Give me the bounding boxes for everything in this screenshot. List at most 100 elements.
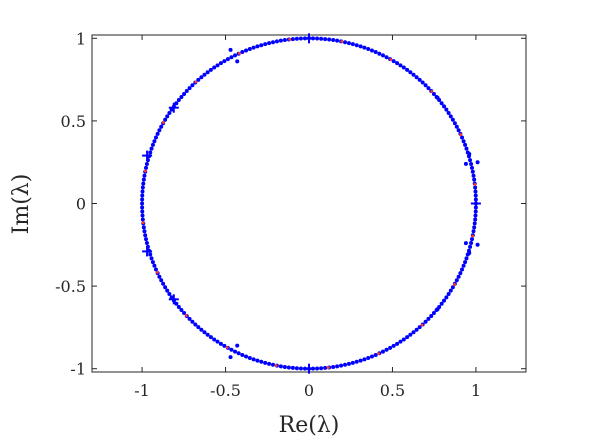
eigenvalue-point — [270, 362, 275, 367]
eigenvalue-point — [350, 360, 355, 365]
eigenvalue-point — [470, 169, 475, 174]
eigenvalue-point — [298, 366, 303, 371]
eigenvalue-point — [143, 233, 148, 238]
eigenvalue-point — [420, 80, 425, 85]
x-tick-label: -1 — [134, 381, 150, 400]
eigenvalue-point — [140, 189, 145, 194]
eigenvalue-point — [473, 189, 478, 194]
plus-marker — [304, 33, 314, 44]
eigenvalue-point — [140, 185, 145, 190]
eigenvalue-point — [463, 241, 468, 246]
eigenvalue-point — [458, 271, 463, 276]
eigenvalue-point — [148, 150, 153, 155]
eigenvalue-point — [150, 142, 155, 147]
eigenvalue-point — [358, 358, 363, 363]
red-eigenvalue-point — [194, 80, 198, 84]
eigenvalue-point — [270, 40, 275, 45]
eigenvalue-point — [155, 131, 160, 136]
eigenvalue-point — [153, 135, 158, 140]
red-eigenvalue-point — [340, 40, 344, 43]
eigenvalue-point — [398, 339, 403, 344]
eigenvalue-point — [431, 91, 436, 96]
eigenvalue-point — [251, 357, 256, 362]
eigenvalue-point — [414, 75, 419, 80]
eigenvalue-point — [184, 88, 189, 93]
eigenvalue-point — [182, 311, 187, 316]
eigenvalue-point — [401, 65, 406, 70]
eigenvalue-point — [229, 347, 234, 352]
eigenvalue-point — [444, 107, 449, 112]
eigenvalue-point — [468, 158, 473, 163]
eigenvalue-point — [141, 177, 146, 182]
eigenvalue-point — [142, 173, 147, 178]
red-eigenvalue-point — [274, 364, 278, 367]
eigenvalue-point — [140, 197, 145, 202]
eigenvalue-point — [187, 316, 192, 321]
eigenvalue-point — [196, 77, 201, 82]
eigenvalue-point — [442, 298, 447, 303]
eigenvalue-point — [439, 101, 444, 106]
eigenvalue-point — [208, 335, 213, 340]
eigenvalue-point — [473, 193, 478, 198]
eigenvalue-point — [157, 274, 162, 279]
eigenvalue-point — [398, 63, 403, 68]
eigenvalue-point — [446, 292, 451, 297]
y-tick-label: -0.5 — [55, 277, 86, 296]
eigenvalue-point — [350, 42, 355, 47]
eigenvalue-point — [161, 281, 166, 286]
eigenvalue-point — [163, 285, 168, 290]
eigenvalue-point — [468, 244, 473, 249]
plus-marker — [304, 363, 314, 374]
red-eigenvalue-point — [389, 58, 393, 61]
red-eigenvalue-point — [225, 346, 229, 349]
eigenvalue-point — [471, 229, 476, 234]
eigenvalue-point — [423, 319, 428, 324]
eigenvalue-point — [144, 241, 149, 246]
x-axis-label: Re(λ) — [279, 413, 340, 438]
eigenvalue-point — [452, 121, 457, 126]
eigenvalue-point — [323, 37, 328, 42]
eigenvalue-point — [373, 50, 378, 55]
eigenvalue-point — [323, 365, 328, 370]
eigenvalue-point — [366, 355, 371, 360]
eigenvalue-point — [469, 161, 474, 166]
red-eigenvalue-point — [143, 169, 147, 173]
eigenvalue-point — [144, 161, 149, 166]
eigenvalue-point — [149, 256, 154, 261]
eigenvalue-point — [235, 59, 240, 64]
eigenvalue-point — [167, 292, 172, 297]
red-eigenvalue-point — [141, 221, 145, 225]
red-eigenvalue-point — [162, 121, 165, 124]
eigenvalue-point — [228, 355, 233, 360]
eigenvalue-point — [263, 42, 268, 47]
red-eigenvalue-point — [420, 323, 424, 327]
eigenvalue-point — [140, 193, 145, 198]
eigenvalue-point — [259, 359, 264, 364]
eigenvalue-point — [212, 65, 217, 70]
eigenvalue-point — [331, 38, 336, 43]
x-tick-label: -0.5 — [210, 381, 241, 400]
y-tick-label: -1 — [70, 360, 86, 379]
eigenvalue-point — [319, 36, 324, 41]
eigenvalue-point — [391, 59, 396, 64]
eigenvalue-point — [395, 61, 400, 66]
eigenvalue-point — [463, 142, 468, 147]
eigenvalue-point — [469, 241, 474, 246]
eigenvalue-point — [215, 63, 220, 68]
eigenvalue-point — [331, 364, 336, 369]
eigenvalue-point — [263, 360, 268, 365]
red-eigenvalue-point — [453, 283, 456, 286]
x-tick-label: 0.5 — [380, 381, 405, 400]
eigenvalue-point — [377, 51, 382, 56]
red-eigenvalue-point — [184, 314, 188, 317]
eigenvalue-point — [140, 209, 145, 214]
eigenvalue-point — [335, 364, 340, 369]
eigenvalue-point — [343, 362, 348, 367]
eigenvalue-point — [255, 44, 260, 49]
eigenvalue-point — [426, 86, 431, 91]
eigenvalue-point — [439, 301, 444, 306]
red-eigenvalue-point — [459, 133, 463, 136]
eigenvalue-point — [286, 365, 291, 370]
eigenvalue-point — [442, 104, 447, 109]
eigenvalue-point — [346, 361, 351, 366]
